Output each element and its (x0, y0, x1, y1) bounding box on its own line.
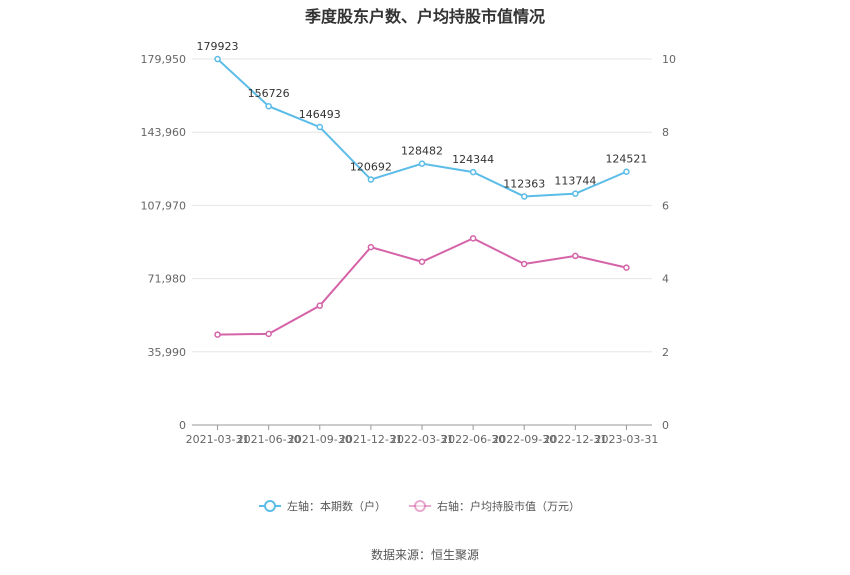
right-axis-tick-label: 2 (662, 346, 669, 359)
data-label: 156726 (248, 87, 290, 100)
x-axis-tick-label: 2021-03-31 (186, 433, 250, 446)
left-axis-tick-label: 35,990 (148, 346, 187, 359)
x-axis-tick-label: 2022-06-30 (441, 433, 505, 446)
x-axis-tick-label: 2022-12-31 (543, 433, 607, 446)
legend-label: 左轴：本期数（户） (287, 499, 386, 513)
data-point (623, 264, 630, 271)
x-axis-tick-label: 2023-03-31 (594, 433, 658, 446)
data-point (418, 258, 426, 266)
data-point (572, 252, 579, 260)
data-point (367, 243, 375, 251)
data-point (316, 123, 324, 131)
legend-marker (264, 500, 276, 512)
data-point (418, 160, 426, 167)
right-axis-tick-label: 10 (662, 53, 676, 66)
data-point (214, 55, 221, 63)
right-axis-tick-label: 8 (662, 126, 669, 139)
right-axis-tick-label: 4 (662, 273, 669, 286)
data-point (469, 235, 477, 242)
legend-label: 右轴：户均持股市值（万元） (437, 499, 580, 513)
data-label: 124521 (605, 153, 647, 166)
x-axis-tick-label: 2022-03-31 (390, 433, 454, 446)
left-axis-tick-label: 0 (179, 419, 186, 432)
data-point (520, 260, 528, 268)
data-point (316, 302, 324, 309)
chart-title: 季度股东户数、户均持股市值情况 (304, 7, 545, 26)
data-label: 124344 (452, 153, 494, 166)
data-label: 179923 (197, 40, 239, 53)
x-axis-tick-label: 2021-12-31 (339, 433, 403, 446)
data-point (367, 176, 375, 183)
x-axis-tick-label: 2021-09-30 (288, 433, 352, 446)
left-axis-tick-label: 107,970 (141, 199, 187, 212)
data-label: 120692 (350, 161, 392, 174)
data-label: 146493 (299, 108, 341, 121)
source-note: 数据来源：恒生聚源 (370, 548, 479, 562)
left-axis-tick-label: 71,980 (148, 273, 187, 286)
data-point (572, 190, 579, 197)
left-axis-tick-label: 179,950 (141, 53, 187, 66)
data-label: 112363 (503, 177, 545, 190)
data-point (214, 331, 221, 338)
right-axis-tick-label: 0 (662, 419, 669, 432)
x-axis-tick-label: 2021-06-30 (237, 433, 301, 446)
data-label: 128482 (401, 145, 443, 158)
data-point (469, 168, 477, 176)
series-line (217, 237, 627, 336)
legend-marker (414, 500, 426, 512)
left-axis-tick-label: 143,960 (141, 126, 187, 139)
right-axis-tick-label: 6 (662, 199, 669, 212)
data-point (623, 168, 630, 175)
data-label: 113744 (554, 175, 596, 188)
data-point (265, 330, 272, 338)
data-point (520, 193, 528, 200)
x-axis-tick-label: 2022-09-30 (492, 433, 556, 446)
data-point (265, 102, 272, 110)
